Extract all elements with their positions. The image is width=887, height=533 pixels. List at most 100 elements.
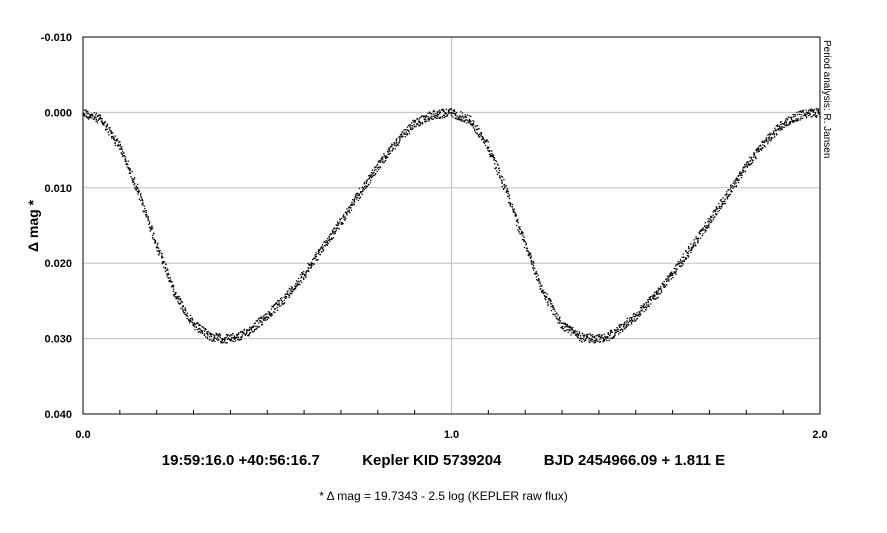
data-point	[274, 308, 277, 310]
data-point	[215, 332, 218, 335]
data-point	[177, 298, 180, 300]
data-point	[575, 333, 577, 336]
data-point	[463, 120, 466, 122]
data-point	[682, 263, 684, 265]
data-point	[437, 113, 440, 116]
data-point	[504, 185, 506, 188]
data-point	[177, 295, 179, 298]
data-point	[573, 332, 575, 334]
data-point	[208, 336, 211, 338]
data-point	[105, 129, 107, 131]
data-point	[289, 288, 291, 290]
data-point	[787, 124, 790, 126]
data-point	[305, 276, 307, 278]
data-point	[182, 309, 184, 311]
data-point	[534, 272, 536, 275]
data-point	[198, 330, 201, 333]
data-point	[86, 112, 88, 115]
data-point	[744, 163, 746, 166]
data-point	[347, 210, 350, 212]
data-point	[413, 125, 416, 128]
data-point	[449, 108, 452, 110]
data-point	[93, 112, 96, 114]
data-point	[577, 337, 579, 339]
data-point	[245, 333, 247, 335]
data-point	[128, 166, 130, 169]
data-point	[776, 134, 778, 136]
data-point	[629, 317, 631, 319]
data-point	[517, 229, 519, 231]
data-point	[710, 219, 712, 221]
data-point	[184, 308, 186, 310]
data-point	[261, 317, 263, 319]
data-point	[626, 325, 629, 327]
data-point	[712, 214, 714, 216]
data-point	[645, 307, 648, 309]
data-point	[398, 136, 400, 138]
data-point	[403, 132, 406, 135]
data-point	[406, 129, 409, 131]
data-point	[693, 239, 695, 241]
data-point	[400, 136, 402, 138]
data-point	[363, 186, 366, 188]
data-point	[264, 314, 266, 316]
data-point	[365, 180, 368, 182]
data-point	[144, 210, 146, 212]
data-point	[255, 328, 258, 330]
data-point	[147, 218, 150, 220]
data-point	[350, 207, 352, 209]
data-point	[99, 118, 101, 120]
data-point	[164, 267, 166, 270]
data-point	[382, 160, 384, 162]
data-point	[152, 227, 154, 229]
data-point	[529, 256, 531, 258]
data-point	[493, 159, 495, 161]
data-point	[373, 174, 376, 176]
data-point	[269, 314, 272, 316]
data-point	[461, 112, 464, 114]
data-point	[157, 247, 160, 249]
data-point	[357, 197, 359, 199]
data-point	[430, 115, 432, 117]
data-point	[604, 335, 606, 337]
data-point	[768, 139, 770, 141]
data-point	[129, 170, 131, 172]
data-point	[739, 174, 742, 176]
data-point	[428, 111, 431, 113]
data-point	[438, 111, 440, 113]
data-point	[790, 117, 792, 119]
data-point	[547, 303, 549, 305]
data-point	[706, 225, 709, 227]
data-point	[252, 331, 254, 333]
data-point	[701, 229, 703, 231]
data-point	[314, 255, 317, 258]
data-point	[450, 113, 452, 115]
data-point	[516, 224, 518, 227]
data-point	[486, 147, 489, 149]
data-point	[392, 147, 394, 149]
data-point	[332, 237, 335, 239]
data-point	[759, 144, 762, 146]
data-point	[281, 297, 283, 299]
data-point	[468, 121, 471, 124]
data-point	[588, 339, 590, 341]
data-point	[624, 323, 626, 325]
data-point	[805, 115, 807, 118]
data-point	[375, 166, 377, 168]
data-point	[434, 117, 436, 119]
data-point	[663, 286, 665, 289]
data-point	[87, 116, 90, 118]
data-point	[673, 271, 675, 273]
data-point	[721, 203, 723, 206]
data-point	[431, 118, 433, 121]
data-point	[167, 269, 169, 271]
data-point	[435, 115, 437, 117]
data-point	[751, 159, 754, 161]
data-point	[757, 149, 759, 151]
data-point	[189, 314, 192, 317]
data-point	[421, 121, 423, 124]
data-point	[207, 330, 209, 333]
data-point	[111, 137, 113, 139]
data-point	[419, 121, 421, 124]
data-point	[241, 334, 244, 336]
